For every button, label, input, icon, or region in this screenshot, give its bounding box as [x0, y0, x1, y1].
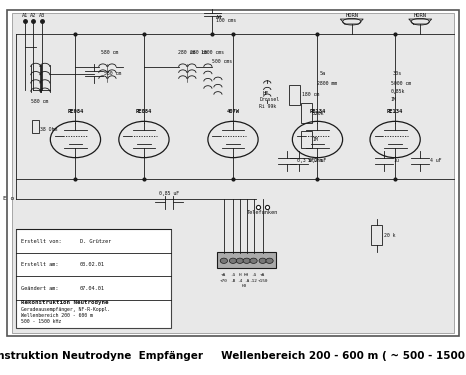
Circle shape — [266, 258, 273, 263]
Text: H: H — [239, 273, 241, 277]
Text: D. Grützer: D. Grützer — [80, 238, 111, 244]
Text: Telefunken: Telefunken — [247, 210, 278, 214]
Text: -B: -B — [230, 279, 236, 284]
Text: H0: H0 — [242, 284, 247, 288]
Text: 5 Ohm: 5 Ohm — [308, 159, 323, 164]
Text: A3: A3 — [39, 13, 45, 18]
Text: -4: -4 — [237, 279, 242, 284]
Text: Rekonstruktion Neutrodyne  Empfänger     Wellenbereich 200 - 600 m ( ~ 500 - 150: Rekonstruktion Neutrodyne Empfänger Well… — [0, 351, 466, 361]
Bar — [32, 120, 39, 133]
Text: 20 k: 20 k — [384, 233, 395, 238]
Text: 0,3 uF: 0,3 uF — [297, 159, 314, 164]
Text: RE134: RE134 — [387, 109, 403, 114]
Text: 1800 cms: 1800 cms — [201, 50, 224, 54]
Text: Geradeausempfänger, NF-R-Koppl.: Geradeausempfänger, NF-R-Koppl. — [21, 307, 110, 312]
Text: 5000 cm: 5000 cm — [391, 81, 411, 86]
Bar — [217, 252, 276, 268]
Text: 580 cm: 580 cm — [101, 50, 118, 54]
Text: 220k: 220k — [313, 111, 324, 116]
Text: RE134: RE134 — [309, 109, 326, 114]
Text: Erstellt am:: Erstellt am: — [21, 262, 58, 267]
Text: 580 cm: 580 cm — [104, 71, 121, 76]
Text: A1: A1 — [22, 13, 28, 18]
Text: 0,85 uF: 0,85 uF — [159, 192, 179, 196]
Text: -A: -A — [244, 279, 249, 284]
Text: 30s: 30s — [393, 71, 402, 76]
Text: HH: HH — [244, 273, 249, 277]
Text: Geändert am:: Geändert am: — [21, 285, 58, 291]
Text: RE084: RE084 — [136, 109, 152, 114]
Text: HF: HF — [263, 91, 269, 96]
Text: E o: E o — [3, 196, 15, 201]
Text: 1M: 1M — [313, 137, 319, 142]
Text: +70: +70 — [220, 279, 228, 284]
Bar — [301, 131, 312, 148]
Text: +150: +150 — [257, 279, 268, 284]
Text: HORN: HORN — [414, 13, 427, 18]
Text: Wellenbereich 200 - 600 m: Wellenbereich 200 - 600 m — [21, 313, 93, 318]
Text: 5a: 5a — [320, 71, 326, 76]
Bar — [16, 229, 171, 328]
Circle shape — [259, 258, 267, 263]
Text: 0,85k: 0,85k — [391, 89, 405, 94]
Text: -G: -G — [230, 273, 236, 277]
Text: 580 cm: 580 cm — [31, 99, 48, 104]
Text: Ri 99k: Ri 99k — [260, 104, 277, 109]
Circle shape — [220, 258, 227, 263]
Text: RE084: RE084 — [67, 109, 83, 114]
Text: HORN: HORN — [345, 13, 358, 18]
Text: 407W: 407W — [226, 109, 240, 114]
Text: 500 - 1500 kHz: 500 - 1500 kHz — [21, 319, 61, 324]
Circle shape — [250, 258, 257, 263]
Text: 38 Ohm: 38 Ohm — [40, 127, 57, 132]
Text: 280 cm: 280 cm — [178, 50, 195, 54]
Text: 500 cms: 500 cms — [212, 60, 233, 64]
Text: 2800 mm: 2800 mm — [317, 81, 337, 86]
Circle shape — [236, 258, 244, 263]
Text: 07.04.01: 07.04.01 — [80, 285, 105, 291]
Text: Erstellt von:: Erstellt von: — [21, 238, 61, 244]
Text: -G: -G — [251, 273, 256, 277]
Text: Drossel: Drossel — [260, 98, 280, 102]
Text: 180 cm: 180 cm — [302, 93, 319, 98]
Text: A4: A4 — [216, 15, 222, 20]
Bar — [289, 85, 300, 105]
Text: Rekonstruktion Neutrodyne: Rekonstruktion Neutrodyne — [21, 300, 108, 305]
Text: +A: +A — [221, 273, 226, 277]
Bar — [371, 225, 382, 245]
Text: 0,2 uF: 0,2 uF — [309, 159, 327, 164]
Text: +A: +A — [260, 273, 265, 277]
Text: A2: A2 — [30, 13, 36, 18]
Text: 100 cms: 100 cms — [216, 18, 236, 23]
Bar — [301, 103, 312, 123]
Text: -12: -12 — [250, 279, 258, 284]
Text: 280 cm: 280 cm — [190, 50, 207, 54]
Circle shape — [229, 258, 237, 263]
Text: 03.02.01: 03.02.01 — [80, 262, 105, 267]
Text: 4 uF: 4 uF — [430, 159, 442, 164]
Text: 1M: 1M — [391, 98, 396, 102]
Circle shape — [243, 258, 250, 263]
Text: 1u: 1u — [394, 159, 399, 164]
